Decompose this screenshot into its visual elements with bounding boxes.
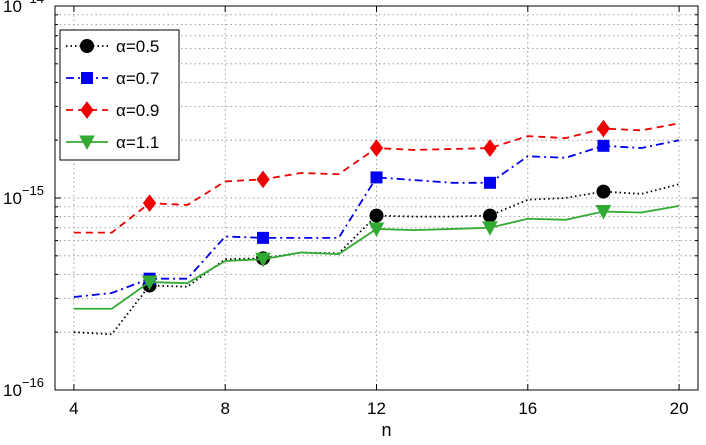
data-point	[596, 184, 611, 199]
legend-item: α=0.9	[66, 101, 159, 120]
series-layer	[73, 119, 680, 336]
data-point	[483, 176, 496, 189]
legend-marker	[79, 135, 95, 151]
legend-label: α=0.9	[116, 101, 159, 120]
data-point	[596, 119, 611, 138]
data-point	[370, 171, 383, 184]
x-tick-label: 16	[518, 399, 537, 418]
x-tick-label: 20	[670, 399, 689, 418]
legend-marker	[80, 39, 94, 53]
series-4	[73, 204, 680, 310]
legend-marker	[80, 101, 94, 119]
legend-label: α=1.1	[116, 133, 159, 152]
data-point	[141, 275, 158, 291]
legend-label: α=0.5	[116, 37, 159, 56]
ticks	[55, 5, 698, 391]
y-tick-label: 10−15	[3, 183, 44, 208]
y-tick-label: 10−14	[3, 0, 44, 16]
legend-item: α=1.1	[66, 133, 159, 152]
data-point	[482, 208, 497, 223]
legend-box	[59, 29, 180, 161]
data-point	[369, 208, 384, 223]
data-point	[255, 252, 271, 268]
data-point	[369, 139, 384, 157]
x-tick-label: 8	[220, 399, 229, 418]
legend-marker	[81, 72, 93, 84]
data-point	[368, 222, 385, 237]
x-axis-label: n	[381, 420, 391, 440]
data-point	[142, 194, 157, 212]
legend: α=0.5 α=0.7 α=0.9 α=1.1	[59, 29, 180, 161]
x-tick-label: 4	[69, 399, 78, 418]
x-tick-label: 12	[367, 399, 386, 418]
data-point	[482, 221, 498, 236]
legend-item: α=0.7	[66, 69, 159, 88]
legend-item: α=0.5	[66, 37, 159, 56]
y-tick-label: 10−16	[3, 375, 44, 400]
data-point	[256, 170, 270, 189]
series-line	[73, 139, 680, 298]
data-point	[595, 205, 612, 220]
data-point	[257, 231, 270, 244]
legend-label: α=0.7	[116, 69, 159, 88]
grid	[55, 5, 698, 391]
data-point	[597, 139, 610, 152]
series-3	[73, 119, 680, 234]
data-point	[483, 139, 497, 157]
